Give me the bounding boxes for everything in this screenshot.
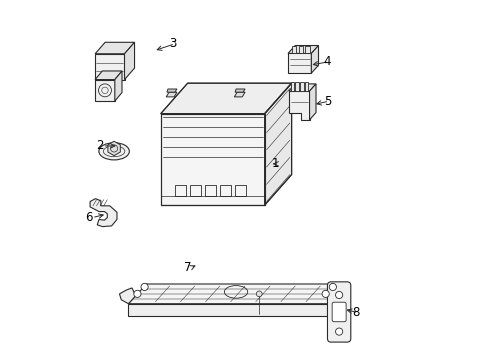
Polygon shape [115, 71, 122, 101]
Text: 1: 1 [271, 157, 279, 170]
Text: 5: 5 [324, 95, 331, 108]
Polygon shape [292, 46, 296, 53]
Polygon shape [95, 54, 124, 80]
Polygon shape [300, 82, 304, 91]
Polygon shape [289, 91, 310, 120]
Text: 2: 2 [96, 139, 104, 152]
Text: 7: 7 [184, 261, 192, 274]
Polygon shape [161, 114, 265, 205]
Polygon shape [95, 80, 115, 101]
Polygon shape [108, 141, 121, 156]
Polygon shape [304, 82, 308, 91]
Circle shape [141, 283, 148, 291]
Polygon shape [289, 84, 316, 91]
Circle shape [329, 283, 337, 291]
Polygon shape [311, 45, 318, 73]
Polygon shape [288, 53, 311, 73]
Circle shape [256, 291, 262, 297]
Polygon shape [288, 45, 319, 53]
Polygon shape [161, 83, 292, 114]
Text: 3: 3 [170, 37, 177, 50]
Polygon shape [329, 284, 347, 316]
FancyBboxPatch shape [327, 282, 351, 342]
Polygon shape [265, 83, 292, 205]
Polygon shape [310, 84, 316, 120]
Polygon shape [295, 82, 299, 91]
Polygon shape [234, 92, 245, 97]
Polygon shape [235, 89, 245, 92]
Polygon shape [95, 71, 122, 80]
Circle shape [134, 290, 141, 297]
Ellipse shape [99, 143, 129, 160]
Text: 6: 6 [85, 211, 93, 224]
Polygon shape [120, 288, 136, 304]
Polygon shape [167, 89, 177, 92]
Circle shape [322, 290, 329, 297]
Polygon shape [166, 92, 177, 97]
Circle shape [336, 291, 343, 298]
Polygon shape [305, 46, 310, 53]
Polygon shape [128, 304, 329, 316]
Polygon shape [90, 199, 117, 226]
Polygon shape [124, 42, 135, 80]
Text: 4: 4 [323, 55, 331, 68]
FancyBboxPatch shape [332, 302, 346, 322]
Text: 8: 8 [352, 306, 360, 319]
Circle shape [336, 328, 343, 335]
Polygon shape [299, 46, 303, 53]
Polygon shape [128, 284, 347, 304]
Polygon shape [95, 42, 135, 54]
Polygon shape [291, 82, 294, 91]
